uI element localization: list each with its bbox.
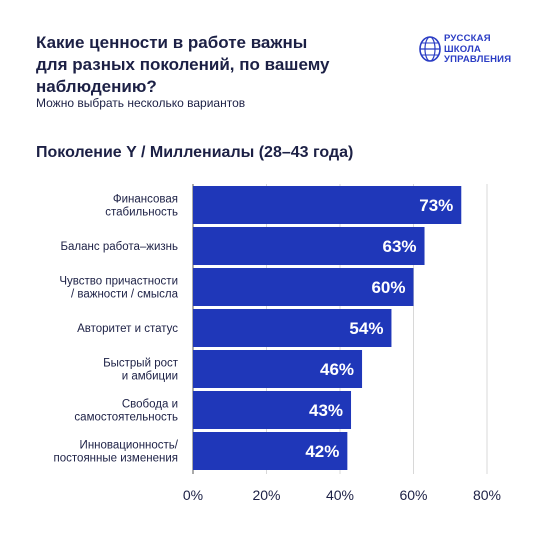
- bar-5: [193, 391, 352, 429]
- x-tick-label-40: 40%: [326, 487, 354, 503]
- title-line-1: Какие ценности в работе важны: [36, 33, 308, 52]
- bar-value-label-0: 73%: [419, 196, 453, 215]
- bar-value-label-3: 54%: [349, 319, 383, 338]
- title-line-3: наблюдению?: [36, 77, 157, 96]
- category-label-2-line-0: Чувство причастности: [59, 276, 178, 288]
- logo-text: РУССКАЯ ШКОЛА УПРАВЛЕНИЯ: [444, 33, 512, 66]
- page-subtitle: Можно выбрать несколько вариантов: [36, 96, 246, 110]
- chart-title: Поколение Y / Миллениалы (28–43 года): [36, 144, 354, 161]
- category-label-5: Свобода и самостоятельность: [74, 399, 178, 424]
- page-title: Какие ценности в работе важны для разных…: [36, 32, 376, 98]
- bar-2: [193, 268, 414, 306]
- x-tick-label-80: 80%: [473, 487, 501, 503]
- x-tick-label-0: 0%: [183, 487, 203, 503]
- category-label-4-line-1: и амбиции: [122, 371, 178, 383]
- category-label-1: Баланс работа–жизнь: [60, 241, 178, 253]
- category-label-5-line-0: Свобода и: [122, 399, 178, 411]
- category-label-5-line-1: самостоятельность: [74, 412, 178, 424]
- bar-6: [193, 432, 348, 470]
- category-label-0: Финансовая стабильность: [105, 194, 178, 219]
- category-label-6: Инновационность/постоянные изменения: [54, 440, 179, 465]
- category-label-3: Авторитет и статус: [77, 323, 178, 335]
- bar-0: [193, 186, 462, 224]
- bar-1: [193, 227, 425, 265]
- bar-value-label-4: 46%: [320, 360, 354, 379]
- bar-value-label-5: 43%: [309, 401, 343, 420]
- bar-3: [193, 309, 392, 347]
- globe-logo-icon: [419, 36, 441, 62]
- logo-line-2: ШКОЛА: [444, 43, 482, 55]
- category-label-2-line-1: / важности / смысла: [71, 289, 179, 301]
- category-label-6-line-1: постоянные изменения: [54, 453, 178, 465]
- x-tick-label-20: 20%: [252, 487, 280, 503]
- bar-value-label-2: 60%: [371, 278, 405, 297]
- category-label-0-line-1: стабильность: [105, 207, 178, 219]
- title-line-2: для разных поколений, по вашему: [36, 55, 330, 74]
- category-label-1-line-0: Баланс работа–жизнь: [60, 241, 178, 253]
- bar-value-label-6: 42%: [305, 442, 339, 461]
- category-label-4: Быстрый рост и амбиции: [103, 358, 179, 383]
- category-label-0-line-0: Финансовая: [113, 194, 178, 206]
- category-label-3-line-0: Авторитет и статус: [77, 323, 178, 335]
- x-tick-label-60: 60%: [399, 487, 427, 503]
- category-label-6-line-0: Инновационность/: [80, 440, 179, 452]
- logo-line-3: УПРАВЛЕНИЯ: [444, 54, 512, 65]
- brand-logo: РУССКАЯ ШКОЛА УПРАВЛЕНИЯ: [418, 33, 528, 70]
- logo-line-1: РУССКАЯ: [444, 33, 491, 44]
- category-label-4-line-0: Быстрый рост: [103, 358, 179, 370]
- bar-4: [193, 350, 363, 388]
- category-label-2: Чувство причастности / важности / смысла: [59, 276, 178, 301]
- bar-value-label-1: 63%: [382, 237, 416, 256]
